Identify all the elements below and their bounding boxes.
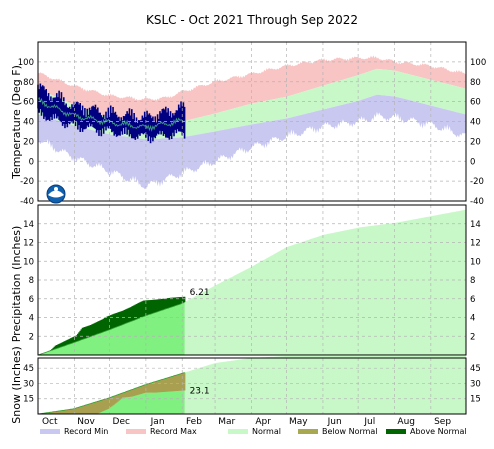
temperature-y-tick-label: 20 <box>23 137 34 147</box>
temperature-y-tick-label: 0 <box>29 157 34 167</box>
precipitation-axis-label: Precipitation (Inches) <box>10 226 23 343</box>
snow-y-tick-label-right: 15 <box>470 395 481 405</box>
snow-plot-frame <box>37 357 467 415</box>
month-tick-label: Mar <box>218 417 235 427</box>
temperature-y-tick-label: -40 <box>20 197 34 207</box>
snow-panel: 15 15 30 30 45 45 23.1 <box>23 356 481 415</box>
month-tick-label: Sep <box>434 417 451 427</box>
snow-current-value-label: 23.1 <box>190 386 210 396</box>
precipitation-normal-line <box>37 301 185 356</box>
temperature-y-tick-label: 80 <box>23 78 34 88</box>
legend-swatch <box>298 429 318 434</box>
precipitation-y-tick-label: 4 <box>29 314 34 324</box>
record-max-band <box>38 55 466 124</box>
legend: Record Min Record Max Normal Below Normal Ab… <box>40 427 467 436</box>
legend-label: Below Normal <box>322 427 378 436</box>
temperature-panel: -40 -40 -20 -20 0 0 20 20 40 40 60 60 80 80 100 100 <box>18 41 486 207</box>
month-tick-label: Jan <box>150 417 165 427</box>
snow-observed-area <box>38 390 185 414</box>
chart-title: KSLC - Oct 2021 Through Sep 2022 <box>146 13 358 27</box>
precipitation-plot-frame <box>37 204 467 356</box>
month-tick-label: Oct <box>42 417 58 427</box>
temperature-y-tick-label-right: 20 <box>470 137 481 147</box>
precipitation-y-tick-label: 14 <box>23 220 34 230</box>
temperature-y-tick-label: -20 <box>20 177 34 187</box>
snow-axis-label: Snow (Inches) <box>10 346 23 424</box>
legend-swatch <box>228 429 248 434</box>
precipitation-y-tick-label-right: 2 <box>470 332 475 342</box>
precipitation-panel: 2 2 4 4 6 6 8 8 10 10 12 12 14 14 6.21 <box>23 204 481 356</box>
month-tick-label: Apr <box>255 417 271 427</box>
snow-y-tick-label: 45 <box>23 364 34 374</box>
legend-label: Above Normal <box>410 427 467 436</box>
legend-label: Record Min <box>64 427 108 436</box>
month-tick-label: Aug <box>397 417 415 427</box>
temperature-y-tick-label-right: 60 <box>470 98 481 108</box>
temperature-y-tick-label-right: 40 <box>470 118 481 128</box>
legend-label: Record Max <box>150 427 197 436</box>
snow-y-tick-label-right: 30 <box>470 379 481 389</box>
precipitation-y-tick-label: 8 <box>29 276 34 286</box>
temperature-y-tick-label-right: -40 <box>470 197 484 207</box>
precipitation-y-tick-label-right: 6 <box>470 295 475 305</box>
month-tick-label: Feb <box>186 417 202 427</box>
precipitation-y-tick-label: 10 <box>23 257 34 267</box>
normal-temperature-band <box>38 68 466 140</box>
temperature-y-tick-label: 100 <box>18 58 34 68</box>
precipitation-current-value-label: 6.21 <box>190 288 210 298</box>
precipitation-y-tick-label-right: 14 <box>470 220 481 230</box>
temperature-y-tick-label: 60 <box>23 98 34 108</box>
precipitation-y-tick-label: 6 <box>29 295 34 305</box>
precipitation-y-tick-label-right: 10 <box>470 257 481 267</box>
precipitation-y-tick-label-right: 8 <box>470 276 475 286</box>
temperature-y-tick-label: 40 <box>23 118 34 128</box>
temperature-y-tick-label-right: 100 <box>470 58 486 68</box>
precipitation-y-tick-label: 12 <box>23 239 34 249</box>
precipitation-y-tick-label-right: 4 <box>470 314 475 324</box>
precipitation-y-tick-label: 2 <box>29 332 34 342</box>
temperature-y-tick-label-right: 0 <box>470 157 475 167</box>
noaa-logo-icon <box>46 184 66 204</box>
month-tick-label: Jul <box>363 417 375 427</box>
record-min-band <box>38 94 466 190</box>
month-tick-label: Dec <box>113 417 130 427</box>
legend-swatch <box>126 429 146 434</box>
month-tick-label: Nov <box>77 417 95 427</box>
legend-swatch <box>40 429 60 434</box>
month-tick-label: Jun <box>327 417 342 427</box>
precipitation-y-tick-label-right: 12 <box>470 239 481 249</box>
x-axis-month-labels: Oct Nov Dec Jan Feb Mar Apr May Jun Jul Aug Sep <box>42 417 451 427</box>
snow-y-tick-label-right: 45 <box>470 364 481 374</box>
snow-normal-line <box>37 372 185 415</box>
legend-swatch <box>386 429 406 434</box>
month-tick-label: May <box>289 417 308 427</box>
temperature-plot-frame <box>37 41 467 202</box>
temperature-axis-label: Temperature (Deg F) <box>10 65 23 180</box>
snow-y-tick-label: 30 <box>23 379 34 389</box>
snow-y-tick-label: 15 <box>23 395 34 405</box>
legend-label: Normal <box>252 427 281 436</box>
temperature-y-tick-label-right: 80 <box>470 78 481 88</box>
temperature-y-tick-label-right: -20 <box>470 177 484 187</box>
